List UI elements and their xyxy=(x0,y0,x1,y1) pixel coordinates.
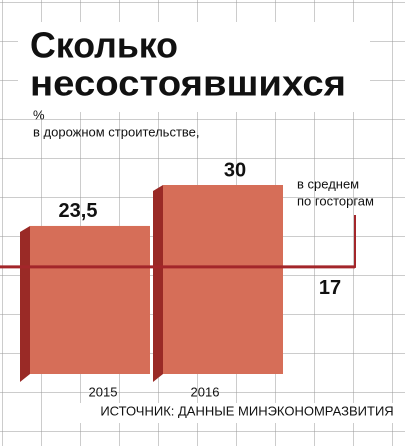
reference-value: 17 xyxy=(319,277,341,299)
chart-title: несостоявшихся xyxy=(30,63,346,104)
source-box xyxy=(80,403,405,423)
reference-label: по госторгам xyxy=(297,193,374,208)
x-tick-label: 2016 xyxy=(191,384,220,399)
source: ИСТОЧНИК: ДАННЫЕ МИНЭКОНОМРАЗВИТИЯ xyxy=(100,403,393,418)
bar-side xyxy=(153,185,163,382)
subtitle: % xyxy=(33,107,45,122)
bar xyxy=(163,185,283,374)
chart-title: Сколько xyxy=(30,25,178,66)
reference-label: в среднем xyxy=(297,176,359,191)
title-box xyxy=(18,22,370,112)
bar-side xyxy=(20,225,30,382)
value-label: 30 xyxy=(224,159,246,181)
subtitle: в дорожном строительстве, xyxy=(33,124,200,139)
value-label: 23,5 xyxy=(59,200,98,222)
bar xyxy=(30,225,150,374)
x-tick-label: 2015 xyxy=(89,384,118,399)
